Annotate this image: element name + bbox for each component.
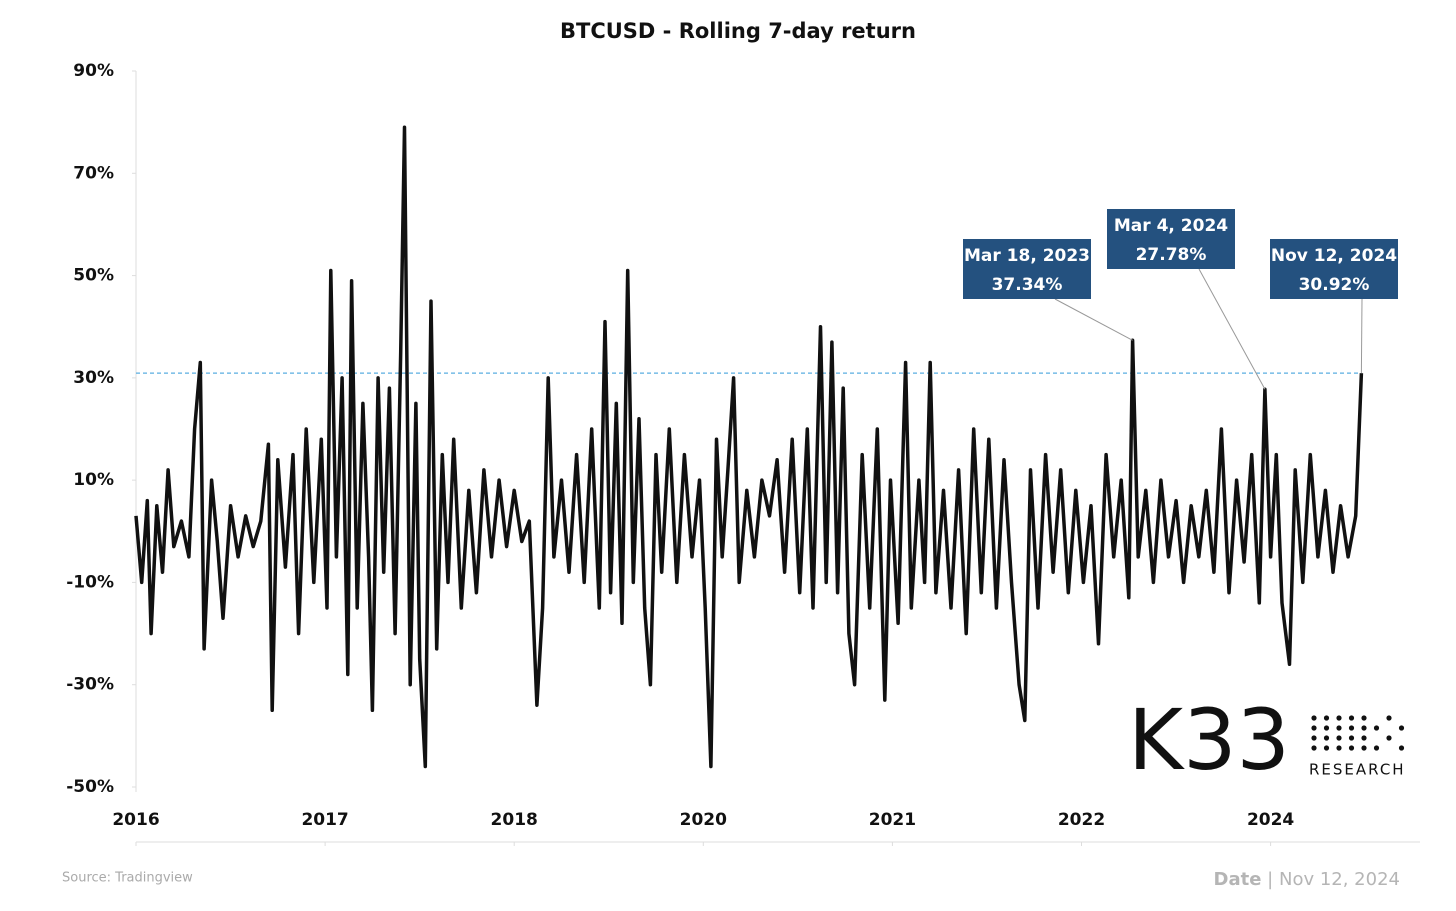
annotation-label: 37.34%	[992, 275, 1063, 295]
annotation-leader	[1198, 268, 1266, 390]
logo-dot	[1361, 725, 1367, 731]
annotation-box	[1270, 239, 1398, 299]
y-tick-label: -30%	[66, 675, 114, 695]
annotation-leader	[1360, 298, 1363, 374]
logo-dot	[1373, 745, 1380, 751]
separator: |	[1267, 869, 1273, 890]
annotation-label: 27.78%	[1136, 245, 1207, 265]
y-tick-label: -50%	[66, 777, 114, 797]
annotation-date: Mar 18, 2023	[964, 246, 1090, 266]
logo-dot	[1361, 745, 1367, 751]
y-tick-label: 50%	[73, 266, 114, 286]
logo-subtitle: RESEARCH	[1309, 761, 1406, 779]
x-tick-label: 2016	[112, 810, 159, 830]
y-tick-label: 10%	[73, 470, 114, 490]
y-tick-label: 90%	[73, 61, 114, 81]
x-tick-label: 2024	[1247, 810, 1294, 830]
annotation-leader	[1054, 298, 1133, 341]
chart-title: BTCUSD - Rolling 7-day return	[560, 19, 916, 43]
logo-dot	[1386, 735, 1392, 741]
logo-dot	[1311, 735, 1317, 741]
annotation-box	[1107, 209, 1235, 269]
logo-dot	[1348, 725, 1355, 731]
annotation-date: Mar 4, 2024	[1114, 216, 1228, 236]
data-line	[134, 125, 1364, 769]
logo-dot	[1336, 715, 1342, 721]
y-tick-label: 30%	[73, 368, 114, 388]
logo: K33	[1128, 691, 1290, 789]
date-label: Date	[1214, 869, 1262, 890]
logo-dot	[1348, 735, 1355, 741]
logo-dot	[1348, 715, 1355, 721]
x-tick-label: 2022	[1058, 810, 1105, 830]
logo-dot	[1373, 725, 1380, 731]
logo-dot	[1336, 725, 1342, 731]
annotation-label: 30.92%	[1299, 275, 1370, 295]
logo-dot	[1323, 725, 1330, 731]
annotation-date: Nov 12, 2024	[1271, 246, 1397, 266]
x-tick-label: 2021	[869, 810, 916, 830]
y-tick-label: -10%	[66, 572, 114, 592]
logo-dot	[1323, 715, 1330, 721]
date-footer: Date | Nov 12, 2024	[1214, 869, 1400, 890]
x-tick-label: 2018	[491, 810, 538, 830]
source: Source: Tradingview	[62, 871, 193, 886]
logo-dot	[1323, 745, 1330, 751]
x-tick-label: 2020	[680, 810, 727, 830]
annotation-box	[963, 239, 1091, 299]
x-tick-label: 2017	[301, 810, 348, 830]
y-tick-label: 70%	[73, 163, 114, 183]
logo-dot	[1336, 745, 1342, 751]
logo-dot	[1311, 715, 1317, 721]
logo-mark	[1311, 715, 1405, 751]
date: Nov 12, 2024	[1279, 869, 1400, 890]
logo-dot	[1398, 725, 1405, 731]
logo-dot	[1361, 735, 1367, 741]
logo-dot	[1311, 745, 1317, 751]
logo-dot	[1323, 735, 1330, 741]
logo-dot	[1311, 725, 1317, 731]
logo-dot	[1398, 745, 1405, 751]
logo-dot	[1336, 735, 1342, 741]
logo-dot	[1386, 715, 1392, 721]
logo-dot	[1348, 745, 1355, 751]
logo-dot	[1361, 715, 1367, 721]
